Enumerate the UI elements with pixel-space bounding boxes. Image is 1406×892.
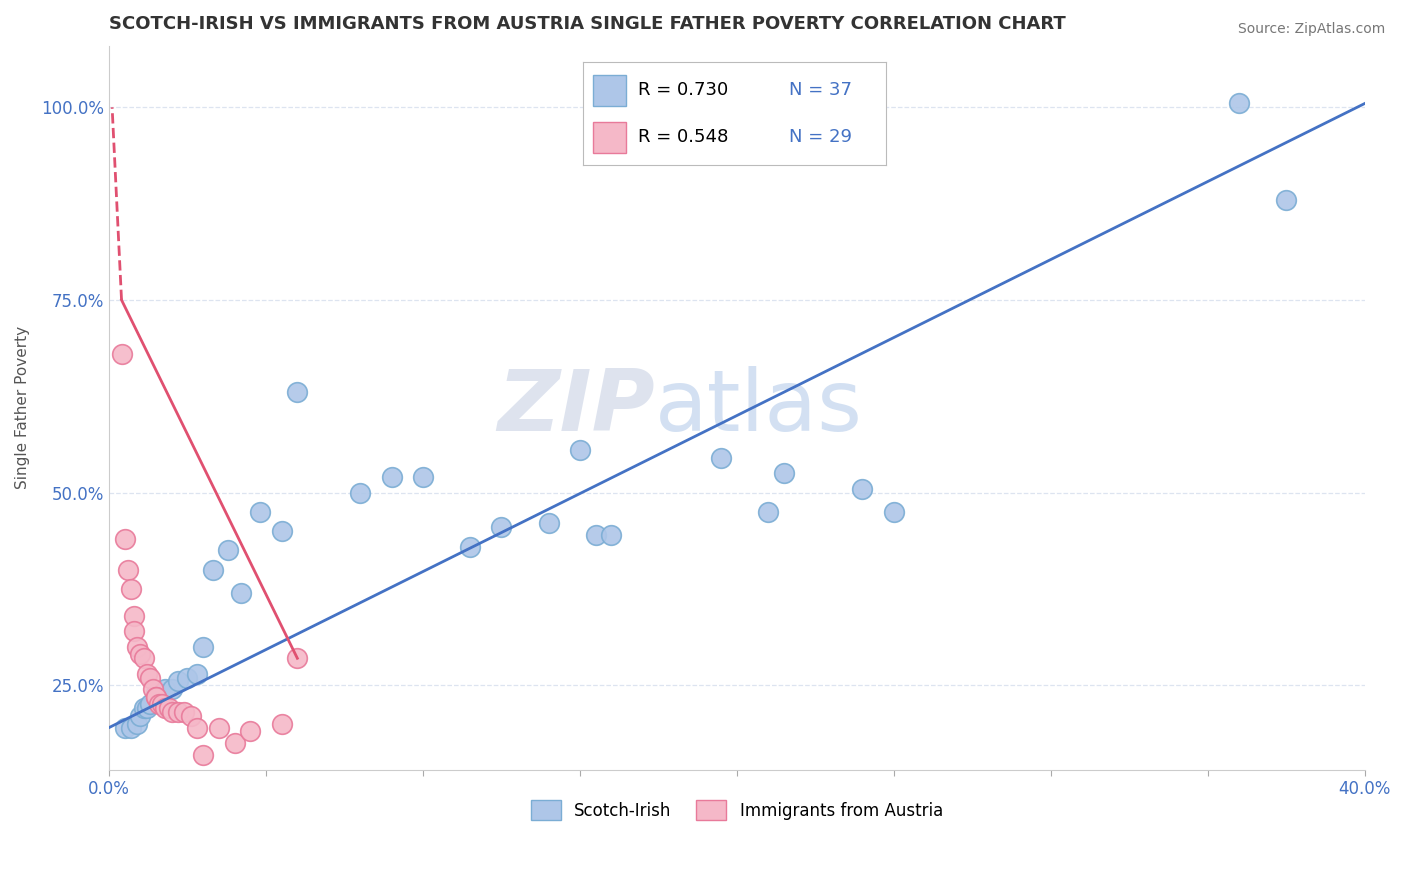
Text: atlas: atlas bbox=[655, 367, 863, 450]
Point bbox=[176, 671, 198, 685]
Point bbox=[129, 709, 152, 723]
Point bbox=[150, 698, 173, 712]
Point bbox=[883, 505, 905, 519]
Point bbox=[157, 701, 180, 715]
Point bbox=[491, 520, 513, 534]
Point bbox=[270, 524, 292, 538]
Point bbox=[208, 721, 231, 735]
Point bbox=[155, 701, 177, 715]
Point bbox=[1227, 96, 1250, 111]
Point bbox=[135, 701, 157, 715]
Point bbox=[380, 470, 402, 484]
Point bbox=[167, 705, 190, 719]
Point bbox=[120, 582, 142, 596]
Text: R = 0.548: R = 0.548 bbox=[638, 128, 728, 146]
Point bbox=[150, 698, 173, 712]
Text: SCOTCH-IRISH VS IMMIGRANTS FROM AUSTRIA SINGLE FATHER POVERTY CORRELATION CHART: SCOTCH-IRISH VS IMMIGRANTS FROM AUSTRIA … bbox=[110, 15, 1066, 33]
Point bbox=[139, 671, 162, 685]
Text: ZIP: ZIP bbox=[498, 367, 655, 450]
Point bbox=[217, 543, 239, 558]
Point bbox=[412, 470, 434, 484]
Text: N = 29: N = 29 bbox=[789, 128, 852, 146]
Point bbox=[114, 721, 136, 735]
Point bbox=[270, 716, 292, 731]
Point bbox=[173, 705, 195, 719]
Point bbox=[139, 698, 162, 712]
Point bbox=[180, 709, 202, 723]
Point bbox=[249, 505, 271, 519]
Text: R = 0.730: R = 0.730 bbox=[638, 81, 728, 99]
Point bbox=[160, 705, 183, 719]
Text: Source: ZipAtlas.com: Source: ZipAtlas.com bbox=[1237, 22, 1385, 37]
Point bbox=[145, 690, 167, 704]
Point bbox=[710, 450, 733, 465]
Point bbox=[122, 624, 145, 639]
Point bbox=[120, 721, 142, 735]
Point bbox=[167, 674, 190, 689]
Point bbox=[229, 586, 252, 600]
Point bbox=[132, 701, 155, 715]
Bar bbox=[592, 122, 626, 153]
Point bbox=[851, 482, 873, 496]
Point bbox=[117, 563, 139, 577]
Bar bbox=[592, 75, 626, 105]
Point bbox=[585, 528, 607, 542]
Point bbox=[239, 724, 262, 739]
Point bbox=[186, 666, 208, 681]
Point bbox=[135, 666, 157, 681]
Point bbox=[285, 385, 308, 400]
Point bbox=[600, 528, 623, 542]
Legend: Scotch-Irish, Immigrants from Austria: Scotch-Irish, Immigrants from Austria bbox=[524, 793, 949, 827]
Y-axis label: Single Father Poverty: Single Father Poverty bbox=[15, 326, 30, 490]
Point bbox=[155, 682, 177, 697]
Point bbox=[1275, 193, 1298, 207]
Point bbox=[148, 698, 170, 712]
Point bbox=[122, 608, 145, 623]
Point bbox=[110, 347, 132, 361]
Point bbox=[145, 686, 167, 700]
Point bbox=[160, 682, 183, 697]
Point bbox=[114, 532, 136, 546]
Point bbox=[132, 651, 155, 665]
Point bbox=[458, 540, 481, 554]
Point bbox=[201, 563, 224, 577]
Point bbox=[127, 640, 149, 654]
Point bbox=[568, 443, 591, 458]
Text: N = 37: N = 37 bbox=[789, 81, 852, 99]
Point bbox=[191, 640, 214, 654]
Point bbox=[127, 716, 149, 731]
Point bbox=[186, 721, 208, 735]
Point bbox=[773, 467, 796, 481]
Point bbox=[145, 690, 167, 704]
Point bbox=[191, 747, 214, 762]
Point bbox=[142, 682, 165, 697]
Point bbox=[756, 505, 779, 519]
Point bbox=[129, 648, 152, 662]
Point bbox=[285, 651, 308, 665]
Point bbox=[224, 736, 246, 750]
Point bbox=[537, 516, 560, 531]
Point bbox=[349, 485, 371, 500]
